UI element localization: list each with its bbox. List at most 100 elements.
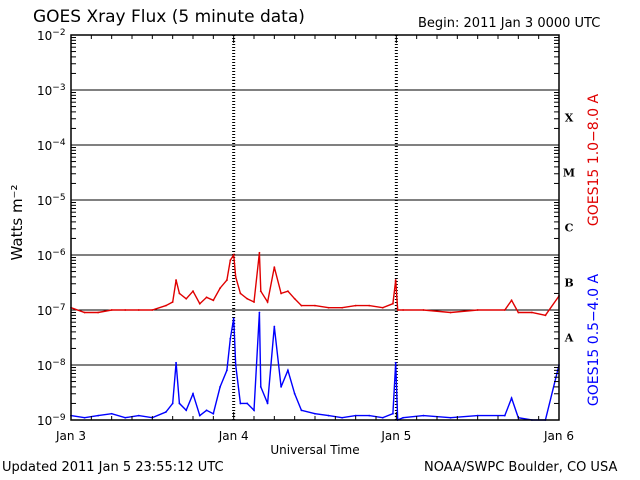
- x-tick-label: Jan 3: [55, 429, 86, 443]
- short-channel-legend-label: GOES15 0.5−4.0 A: [586, 274, 602, 407]
- long-channel-point: [239, 292, 242, 295]
- long-channel-point: [219, 287, 222, 290]
- begin-time-label: Begin: 2011 Jan 3 0000 UTC: [418, 16, 601, 31]
- long-channel-point: [280, 292, 283, 295]
- short-channel-point: [422, 414, 425, 417]
- short-channel-point: [381, 416, 384, 419]
- long-channel-point: [192, 290, 194, 293]
- short-channel-point: [258, 311, 261, 314]
- long-channel-point: [314, 304, 316, 307]
- short-channel-point: [510, 397, 513, 400]
- y-tick-label: 10−9: [37, 413, 66, 428]
- short-channel-point: [171, 402, 174, 405]
- short-channel-point: [97, 414, 100, 417]
- long-channel-point: [266, 301, 269, 303]
- long-channel-point: [394, 279, 397, 281]
- long-channel-point: [273, 266, 276, 269]
- grid-layer: [71, 35, 559, 420]
- short-channel-point: [185, 409, 188, 412]
- short-channel-point: [232, 317, 235, 320]
- long-channel-point: [476, 309, 479, 311]
- flare-class-label: C: [565, 222, 574, 235]
- short-channel-point: [300, 409, 303, 412]
- plot-frame: [70, 34, 560, 421]
- long-channel-point: [449, 311, 452, 314]
- long-channel-point: [341, 306, 344, 309]
- short-channel-point: [110, 412, 113, 415]
- short-channel-point: [124, 416, 127, 419]
- flare-class-label: M: [563, 167, 575, 180]
- long-channel-point: [422, 309, 425, 311]
- long-channel-point: [97, 311, 100, 314]
- series-layer: [70, 251, 560, 422]
- long-channel-point: [137, 309, 140, 311]
- short-channel-point: [137, 414, 140, 417]
- short-channel-series-line: [70, 312, 560, 422]
- long-channel-legend-label: GOES15 1.0−8.0 A: [586, 94, 602, 227]
- y-tick-label: 10−2: [37, 28, 66, 43]
- long-channel-point: [212, 299, 215, 302]
- short-channel-point: [178, 402, 181, 405]
- updated-timestamp: Updated 2011 Jan 5 23:55:12 UTC: [2, 460, 224, 475]
- short-channel-point: [341, 416, 344, 419]
- long-channel-point: [402, 309, 405, 311]
- short-channel-point: [205, 409, 208, 412]
- flare-class-label: X: [565, 112, 574, 125]
- short-channel-point: [449, 416, 452, 419]
- y-tick-label: 10−8: [37, 358, 66, 373]
- long-channel-point: [83, 311, 86, 314]
- short-channel-point: [273, 325, 276, 328]
- flare-class-label: A: [564, 332, 574, 345]
- long-channel-point: [229, 259, 232, 262]
- short-channel-point: [259, 385, 262, 388]
- long-channel-point: [151, 309, 154, 311]
- short-channel-point: [402, 416, 405, 419]
- long-channel-point: [185, 297, 188, 300]
- long-channel-point: [503, 309, 506, 311]
- y-tick-label: 10−5: [37, 193, 66, 208]
- short-channel-point: [392, 412, 394, 415]
- long-channel-point: [178, 292, 181, 295]
- long-channel-point: [225, 279, 228, 281]
- long-channel-point: [234, 275, 237, 278]
- long-channel-point: [544, 314, 547, 317]
- long-channel-point: [259, 290, 262, 293]
- long-channel-point: [198, 302, 201, 305]
- y-tick-label: 10−3: [37, 83, 66, 98]
- short-channel-point: [229, 337, 232, 340]
- x-axis-title: Universal Time: [270, 443, 359, 457]
- long-channel-point: [392, 302, 394, 305]
- long-channel-point: [368, 304, 371, 307]
- long-channel-point: [110, 309, 113, 311]
- long-channel-point: [246, 297, 249, 300]
- flare-class-label: B: [564, 277, 573, 290]
- long-channel-point: [327, 306, 330, 309]
- long-channel-point: [300, 304, 303, 307]
- long-channel-point: [381, 306, 384, 309]
- short-channel-point: [212, 412, 215, 415]
- y-tick-label: 10−6: [37, 248, 66, 263]
- x-tick-label: Jan 6: [543, 429, 574, 443]
- long-channel-point: [530, 311, 533, 314]
- short-channel-point: [225, 369, 228, 372]
- chart-title: GOES Xray Flux (5 minute data): [33, 7, 305, 27]
- short-channel-point: [503, 414, 506, 417]
- long-channel-point: [517, 311, 520, 314]
- short-channel-point: [234, 364, 237, 366]
- short-channel-point: [253, 409, 255, 412]
- short-channel-point: [239, 402, 242, 405]
- long-channel-point: [510, 299, 513, 302]
- long-channel-point: [258, 251, 261, 254]
- long-channel-point: [171, 301, 174, 303]
- long-channel-point: [232, 254, 235, 256]
- short-channel-point: [394, 361, 397, 364]
- short-channel-point: [83, 416, 86, 419]
- short-channel-point: [293, 392, 296, 395]
- short-channel-point: [286, 369, 289, 372]
- short-channel-point: [192, 392, 194, 395]
- short-channel-point: [219, 385, 222, 388]
- y-tick-label: 10−4: [37, 138, 66, 153]
